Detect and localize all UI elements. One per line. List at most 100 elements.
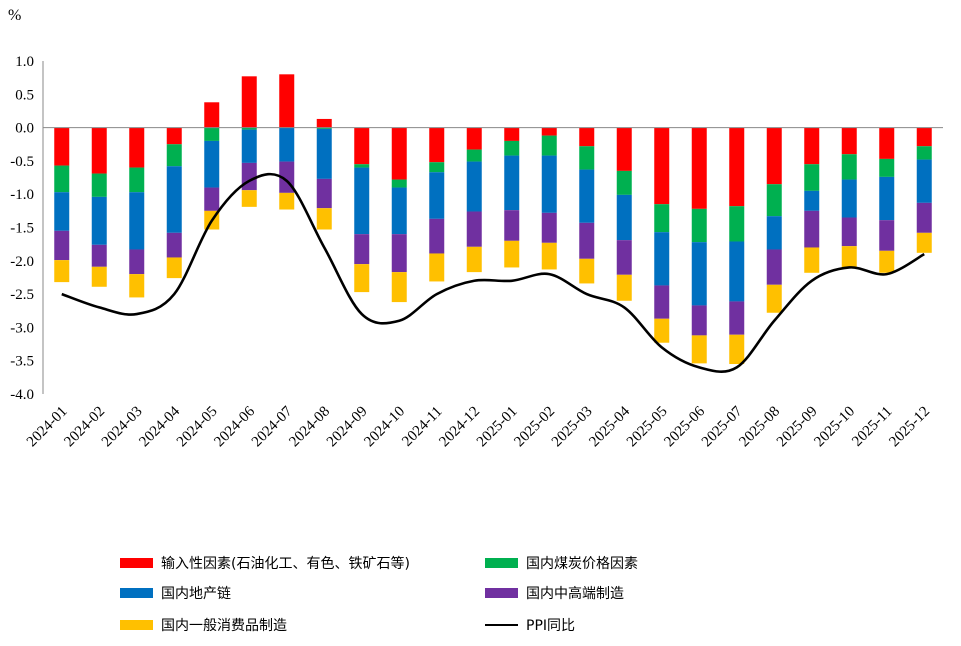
bar-segment	[91, 196, 107, 245]
bar-segment	[354, 127, 370, 165]
bar-segment	[466, 127, 482, 150]
bar-segment	[129, 192, 145, 250]
legend-label: 国内煤炭价格因素	[526, 556, 638, 572]
bar-segment	[166, 232, 182, 258]
x-tick-label: 2025-11	[849, 404, 895, 450]
x-tick-label: 2025-07	[699, 403, 746, 450]
bar-segment	[579, 222, 595, 259]
x-tick-label: 2024-07	[249, 403, 296, 450]
x-tick-label: 2024-11	[399, 404, 445, 450]
legend: 输入性因素(石油化工、有色、铁矿石等) 国内煤炭价格因素 国内地产链 国内中高端…	[120, 545, 720, 645]
bar-segment	[766, 184, 782, 217]
bar-segment	[766, 249, 782, 285]
x-tick-label: 2024-01	[24, 404, 71, 451]
bar-segment	[916, 127, 932, 147]
bar-segment	[129, 167, 145, 193]
ppi-yoy-line	[61, 172, 925, 373]
bar-segment	[354, 167, 370, 235]
bar-segment	[504, 127, 520, 141]
bar-segment	[391, 127, 407, 180]
bar-segment	[54, 192, 70, 231]
bar-segment	[466, 149, 482, 162]
bar-segment	[691, 242, 707, 306]
bar-segment	[429, 218, 445, 254]
bar-segment	[841, 246, 857, 268]
bar-segment	[579, 258, 595, 284]
y-tick-label: -3.5	[10, 354, 34, 370]
bar-segment	[654, 127, 670, 205]
legend-item-highend: 国内中高端制造	[485, 582, 624, 604]
bar-segment	[54, 127, 70, 166]
bar-segment	[316, 127, 332, 129]
x-tick-label: 2024-04	[136, 403, 183, 450]
bar-segment	[504, 210, 520, 241]
bar-segment	[879, 127, 895, 159]
legend-label: 国内地产链	[161, 586, 231, 602]
bar-segment	[391, 272, 407, 303]
x-tick-label: 2025-02	[511, 404, 558, 451]
bar-segment	[391, 234, 407, 273]
bar-segment	[616, 274, 632, 301]
x-tick-label: 2024-06	[211, 403, 258, 450]
bar-segment	[616, 240, 632, 275]
bar-segment	[391, 179, 407, 188]
legend-swatch	[485, 558, 518, 568]
bar-segment	[54, 260, 70, 283]
bar-segment	[916, 146, 932, 160]
bar-segment	[841, 127, 857, 155]
bar-segment	[916, 202, 932, 233]
bar-segment	[691, 305, 707, 336]
bar-segment	[916, 159, 932, 203]
bar-segment	[316, 178, 332, 209]
bar-segment	[729, 241, 745, 302]
bar-segment	[841, 179, 857, 218]
bar-segment	[129, 127, 145, 168]
bar-segment	[916, 232, 932, 253]
bar-segment	[316, 128, 332, 179]
bar-segment	[91, 266, 107, 287]
x-tick-label: 2024-03	[99, 404, 146, 451]
bar-segment	[91, 173, 107, 197]
stacked-bars	[54, 74, 932, 365]
bar-segment	[766, 127, 782, 185]
bar-segment	[166, 127, 182, 145]
bar-segment	[579, 146, 595, 170]
y-tick-label: -2.0	[10, 254, 34, 270]
ppi-line-series	[61, 172, 925, 373]
y-tick-label: -0.5	[10, 154, 34, 170]
x-tick-label: 2025-06	[661, 403, 708, 450]
y-tick-label: -1.5	[10, 221, 34, 237]
bar-segment	[804, 210, 820, 248]
bar-segment	[204, 140, 220, 188]
legend-swatch	[120, 558, 153, 568]
bar-segment	[654, 204, 670, 233]
legend-item-ppi: PPI同比	[485, 614, 575, 636]
bar-segment	[691, 208, 707, 243]
bar-segment	[129, 249, 145, 275]
bar-segment	[729, 127, 745, 207]
bar-segment	[354, 234, 370, 265]
bar-segment	[129, 274, 145, 298]
x-tick-label: 2024-02	[61, 404, 108, 451]
bar-segment	[429, 162, 445, 173]
bar-segment	[654, 285, 670, 319]
bar-segment	[616, 170, 632, 195]
legend-swatch	[485, 588, 518, 598]
y-tick-label: 0.5	[15, 87, 34, 103]
bar-segment	[429, 127, 445, 163]
bar-segment	[91, 127, 107, 174]
bar-segment	[241, 129, 257, 163]
y-axis-ticks: 1.0 0.5 0.0 -0.5 -1.0 -1.5 -2.0 -2.5 -3.0 -3.5 -4.…	[10, 54, 34, 403]
bar-segment	[879, 176, 895, 221]
bar-segment	[879, 158, 895, 177]
bar-segment	[316, 118, 332, 128]
bar-segment	[91, 244, 107, 267]
y-unit-label: %	[8, 7, 21, 24]
legend-swatch	[120, 620, 153, 630]
y-tick-label: -3.0	[10, 320, 34, 336]
bar-segment	[879, 250, 895, 273]
bar-segment	[204, 187, 220, 211]
x-tick-label: 2024-09	[324, 404, 371, 451]
bar-segment	[54, 165, 70, 193]
